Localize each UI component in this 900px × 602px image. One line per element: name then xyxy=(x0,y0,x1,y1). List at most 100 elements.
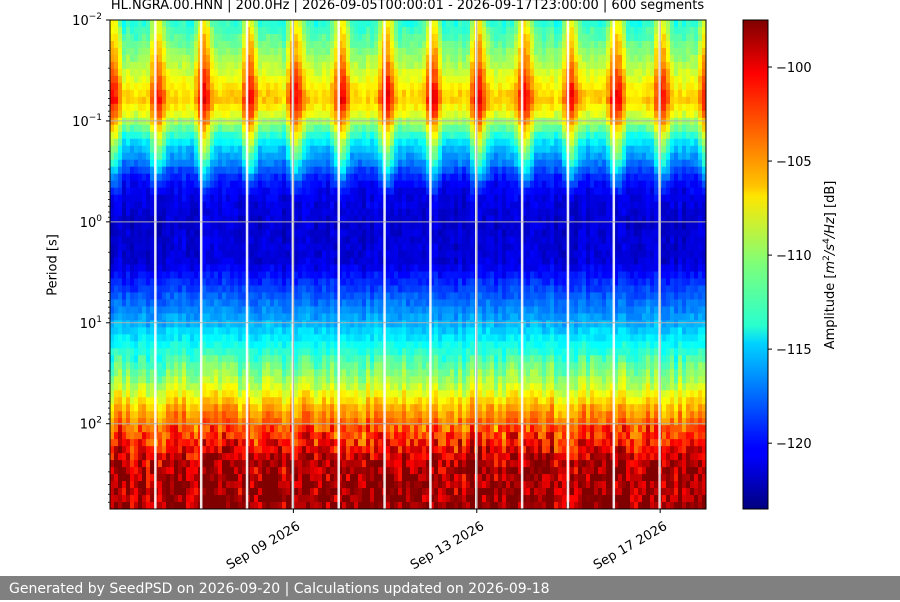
heatmap-cell xyxy=(342,474,347,482)
heatmap-cell xyxy=(230,236,235,245)
heatmap-cell xyxy=(234,75,239,84)
heatmap-cell xyxy=(174,292,179,301)
heatmap-cell xyxy=(210,152,215,161)
heatmap-cell xyxy=(146,278,151,287)
heatmap-cell xyxy=(234,152,239,161)
heatmap-cell xyxy=(214,285,219,294)
heatmap-cell xyxy=(350,229,355,238)
heatmap-cell xyxy=(258,404,263,412)
heatmap-cell xyxy=(130,320,135,328)
heatmap-cell xyxy=(390,488,395,496)
heatmap-cell xyxy=(194,320,199,328)
heatmap-cell xyxy=(166,257,171,266)
heatmap-cell xyxy=(146,208,151,217)
heatmap-cell xyxy=(194,250,199,259)
heatmap-cell xyxy=(262,397,267,405)
heatmap-cell xyxy=(334,460,339,468)
heatmap-cell xyxy=(350,481,355,489)
heatmap-cell xyxy=(338,397,343,405)
heatmap-cell xyxy=(130,75,135,84)
heatmap-cell xyxy=(390,355,395,363)
heatmap-cell xyxy=(266,425,271,433)
heatmap-cell xyxy=(330,320,335,328)
heatmap-cell xyxy=(262,271,267,280)
heatmap-cell xyxy=(354,362,359,370)
heatmap-cell xyxy=(234,61,239,70)
heatmap-cell xyxy=(230,33,235,42)
heatmap-cell xyxy=(302,383,307,391)
heatmap-cell xyxy=(314,61,319,70)
heatmap-cell xyxy=(362,201,367,210)
heatmap-cell xyxy=(246,159,251,168)
heatmap-cell xyxy=(186,488,191,496)
heatmap-cell xyxy=(210,502,215,509)
heatmap-cell xyxy=(194,292,199,301)
heatmap-cell xyxy=(234,306,239,314)
heatmap-cell xyxy=(186,54,191,63)
heatmap-cell xyxy=(362,502,367,509)
heatmap-cell xyxy=(250,425,255,433)
heatmap-cell xyxy=(206,320,211,328)
heatmap-cell xyxy=(330,327,335,335)
heatmap-cell xyxy=(206,124,211,133)
heatmap-cell xyxy=(214,110,219,119)
heatmap-cell xyxy=(218,271,223,280)
heatmap-cell xyxy=(318,257,323,266)
heatmap-cell xyxy=(282,376,287,384)
heatmap-cell xyxy=(170,306,175,314)
heatmap-cell xyxy=(218,89,223,98)
heatmap-cell xyxy=(386,166,391,175)
heatmap-cell xyxy=(234,376,239,384)
heatmap-cell xyxy=(170,222,175,231)
heatmap-cell xyxy=(170,26,175,35)
heatmap-cell xyxy=(230,411,235,419)
heatmap-cell xyxy=(278,124,283,133)
heatmap-cell xyxy=(162,320,167,328)
heatmap-cell xyxy=(170,68,175,77)
heatmap-cell xyxy=(358,103,363,112)
heatmap-cell xyxy=(306,397,311,405)
heatmap-cell xyxy=(214,215,219,224)
heatmap-cell xyxy=(286,40,291,49)
heatmap-cell xyxy=(162,138,167,147)
heatmap-cell xyxy=(306,495,311,503)
heatmap-cell xyxy=(226,257,231,266)
heatmap-cell xyxy=(202,306,207,314)
heatmap-cell xyxy=(178,313,183,321)
heatmap-cell xyxy=(214,61,219,70)
heatmap-cell xyxy=(226,159,231,168)
heatmap-cell xyxy=(286,208,291,217)
heatmap-cell xyxy=(162,446,167,454)
heatmap-cell xyxy=(346,47,351,56)
heatmap-cell xyxy=(230,355,235,363)
heatmap-cell xyxy=(178,75,183,84)
heatmap-cell xyxy=(270,334,275,342)
heatmap-cell xyxy=(246,201,251,210)
heatmap-cell xyxy=(302,89,307,98)
heatmap-cell xyxy=(178,327,183,335)
heatmap-cell xyxy=(366,117,371,126)
heatmap-cell xyxy=(330,75,335,84)
heatmap-cell xyxy=(122,278,127,287)
heatmap-cell xyxy=(278,334,283,342)
heatmap-cell xyxy=(246,313,251,321)
heatmap-cell xyxy=(190,110,195,119)
heatmap-cell xyxy=(218,404,223,412)
heatmap-cell xyxy=(274,229,279,238)
heatmap-cell xyxy=(386,68,391,77)
heatmap-cell xyxy=(130,89,135,98)
heatmap-cell xyxy=(322,474,327,482)
heatmap-cell xyxy=(210,117,215,126)
heatmap-cell xyxy=(378,278,383,287)
heatmap-cell xyxy=(374,327,379,335)
heatmap-cell xyxy=(226,201,231,210)
heatmap-cell xyxy=(126,75,131,84)
heatmap-cell xyxy=(286,222,291,231)
heatmap-cell xyxy=(182,194,187,203)
heatmap-cell xyxy=(186,474,191,482)
heatmap-cell xyxy=(214,397,219,405)
heatmap-cell xyxy=(362,110,367,119)
heatmap-cell xyxy=(282,33,287,42)
heatmap-cell xyxy=(386,222,391,231)
heatmap-cell xyxy=(354,460,359,468)
